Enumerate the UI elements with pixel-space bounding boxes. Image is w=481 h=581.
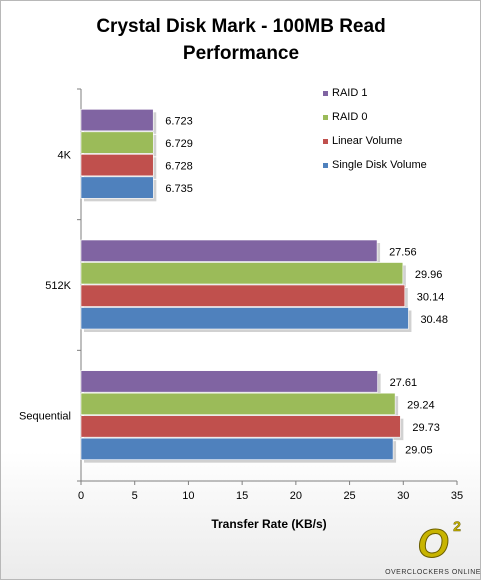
bar-512k-raid-1 bbox=[80, 239, 378, 262]
overclockers-online-logo: O 2 OVERCLOCKERS ONLINE bbox=[385, 518, 481, 576]
legend-swatch-single-disk-volume bbox=[323, 163, 328, 168]
data-label-512k-linear-volume: 30.14 bbox=[417, 291, 445, 303]
logo-letter: O bbox=[417, 522, 448, 566]
value-labels-group: 6.723 6.729 6.728 6.735 27.56 29.96 30.14 30.48… bbox=[165, 116, 448, 457]
x-axis-title: Transfer Rate (KB/s) bbox=[211, 517, 326, 531]
x-axis: 0 5 10 15 20 25 30 35 bbox=[78, 481, 463, 502]
logo-superscript: 2 bbox=[453, 518, 461, 534]
legend-label-raid-1: RAID 1 bbox=[332, 87, 367, 99]
x-tick-label: 5 bbox=[132, 490, 138, 502]
y-tick-label-512k: 512K bbox=[45, 280, 71, 292]
logo-caption: OVERCLOCKERS ONLINE bbox=[385, 569, 481, 576]
chart-title-line-1: Crystal Disk Mark - 100MB Read bbox=[96, 16, 385, 37]
legend-label-single-disk-volume: Single Disk Volume bbox=[332, 159, 427, 171]
bar-sequential-raid-1 bbox=[80, 370, 378, 393]
data-label-512k-single-disk-volume: 30.48 bbox=[420, 314, 448, 326]
data-label-sequential-linear-volume: 29.73 bbox=[412, 422, 440, 434]
x-tick-label: 15 bbox=[236, 490, 248, 502]
data-label-512k-raid-0: 29.96 bbox=[415, 269, 443, 281]
data-label-4k-single-disk-volume: 6.735 bbox=[165, 183, 193, 195]
bar-4k-raid-1 bbox=[80, 109, 154, 132]
data-label-sequential-single-disk-volume: 29.05 bbox=[405, 444, 433, 456]
bar-4k-single-disk-volume bbox=[80, 176, 154, 199]
y-tick-label-sequential: Sequential bbox=[19, 411, 71, 423]
legend: RAID 1 RAID 0 Linear Volume Single Disk Vol… bbox=[323, 87, 427, 171]
logo-mark-icon: O 2 bbox=[417, 518, 461, 567]
x-tick-label: 0 bbox=[78, 490, 84, 502]
legend-swatch-raid-1 bbox=[323, 91, 328, 96]
bar-sequential-raid-0 bbox=[80, 392, 396, 415]
x-tick-label: 20 bbox=[290, 490, 302, 502]
data-label-4k-linear-volume: 6.728 bbox=[165, 161, 193, 173]
legend-swatch-raid-0 bbox=[323, 115, 328, 120]
x-tick-label: 35 bbox=[451, 490, 463, 502]
data-label-4k-raid-1: 6.723 bbox=[165, 116, 193, 128]
bars-group bbox=[80, 109, 412, 463]
bar-sequential-linear-volume bbox=[80, 415, 401, 438]
chart-title-line-2: Performance bbox=[183, 43, 299, 64]
x-tick-label: 30 bbox=[397, 490, 409, 502]
x-tick-label: 10 bbox=[182, 490, 194, 502]
bar-512k-single-disk-volume bbox=[80, 307, 409, 330]
bar-512k-linear-volume bbox=[80, 284, 406, 307]
x-tick-label: 25 bbox=[343, 490, 355, 502]
bar-sequential-single-disk-volume bbox=[80, 437, 394, 460]
data-label-4k-raid-0: 6.729 bbox=[165, 138, 193, 150]
bar-512k-raid-0 bbox=[80, 262, 404, 285]
data-label-sequential-raid-0: 29.24 bbox=[407, 399, 435, 411]
y-axis: 4K 512K Sequential bbox=[19, 88, 81, 482]
data-label-sequential-raid-1: 27.61 bbox=[390, 377, 418, 389]
data-label-512k-raid-1: 27.56 bbox=[389, 246, 417, 258]
legend-label-linear-volume: Linear Volume bbox=[332, 135, 402, 147]
bar-4k-linear-volume bbox=[80, 154, 154, 177]
bar-4k-raid-0 bbox=[80, 131, 154, 154]
legend-swatch-linear-volume bbox=[323, 139, 328, 144]
y-tick-label-4k: 4K bbox=[58, 149, 72, 161]
legend-label-raid-0: RAID 0 bbox=[332, 111, 367, 123]
